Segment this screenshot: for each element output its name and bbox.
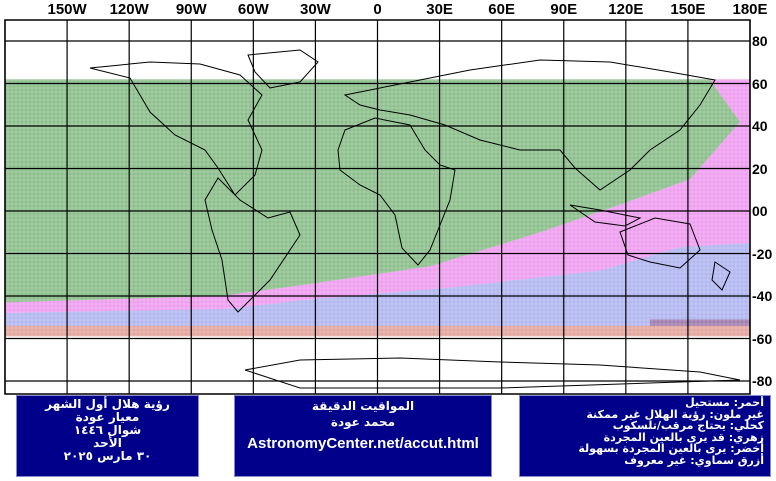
coastline [247,49,319,89]
longitude-label: 30E [426,1,453,18]
latitude-label: -40 [752,288,773,304]
info-panel-date: رؤية هلال أول الشهر معيار عودة شوال ١٤٤٦… [16,395,199,477]
latitude-label: -20 [752,245,773,262]
panel-title: رؤية هلال أول الشهر [45,397,170,411]
longitude-label: 120E [608,1,644,18]
longitude-label: 60W [237,1,269,18]
latitude-label: 40 [752,118,768,134]
longitude-label: 30W [299,1,331,18]
weekday: الأحد [93,436,122,450]
longitude-label: 150W [47,1,87,18]
latitude-label: -60 [752,330,773,347]
coastline [337,117,456,266]
info-panel-legend: أحمر: مستحيل غير ملون: رؤية الهلال غير م… [519,395,771,477]
hijri-month: شوال ١٤٤٦ [73,423,142,437]
longitude-label: 90E [550,1,578,18]
legend-uncolored: غير ملون: رؤية الهلال غير ممكنة [586,407,764,421]
coastline [204,177,301,313]
legend-navy: كحلي: يحتاج مرقب/تلسكوب [612,419,764,433]
legend-green: أخضر: يرى بالعين المجردة بسهولة [578,442,764,456]
legend-pink: زهري: قد يرى بالعين المجردة [603,430,764,444]
coastline [244,357,741,389]
longitude-label: 150E [670,1,706,18]
legend-red: أحمر: مستحيل [685,396,764,409]
gregorian-date: ٣٠ مارس ٢٠٢٥ [63,449,152,463]
longitude-label: 60E [488,1,516,18]
info-panel-source: المواقيت الدقيقة محمد عودة AstronomyCent… [234,395,492,477]
legend-cyan: أزرق سماوي: غير معروف [624,453,764,467]
coastline [619,217,701,269]
latitude-label: 60 [752,75,768,92]
longitude-label: 120W [109,1,149,18]
map-frame [4,19,751,395]
longitude-label: 0 [373,1,382,18]
coastline [711,261,731,291]
world-map [4,19,751,395]
latitude-label: 00 [752,203,768,219]
source-url[interactable]: AstronomyCenter.net/accut.html [247,435,479,452]
coastline [343,59,716,191]
longitude-label: 180E [732,1,768,18]
source-author: محمد عودة [330,415,396,429]
latitude-label: 80 [752,33,768,49]
criterion-label: معيار عودة [75,410,140,424]
coastline [89,61,263,196]
longitude-label: 90W [175,1,207,18]
latitude-label: -80 [752,373,773,389]
coastline [569,204,642,227]
latitude-label: 20 [752,160,768,177]
source-title: المواقيت الدقيقة [311,399,415,413]
